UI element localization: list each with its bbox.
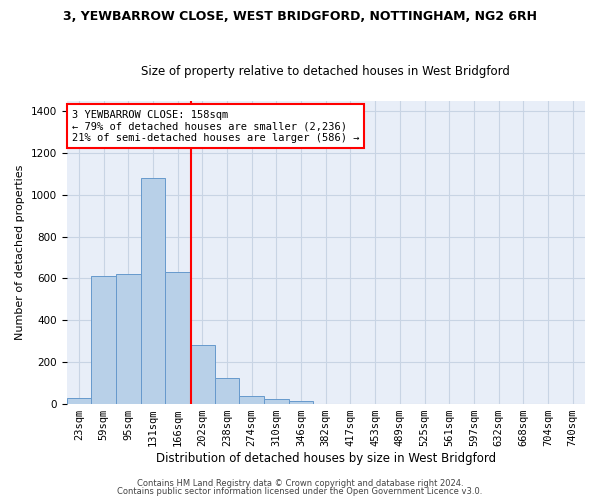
Bar <box>116 274 140 404</box>
Bar <box>67 398 91 404</box>
Title: Size of property relative to detached houses in West Bridgford: Size of property relative to detached ho… <box>142 66 510 78</box>
Bar <box>264 399 289 404</box>
Bar <box>289 401 313 404</box>
Bar <box>91 276 116 404</box>
Text: 3 YEWBARROW CLOSE: 158sqm
← 79% of detached houses are smaller (2,236)
21% of se: 3 YEWBARROW CLOSE: 158sqm ← 79% of detac… <box>72 110 359 143</box>
Bar <box>140 178 165 404</box>
Bar <box>165 272 190 404</box>
Y-axis label: Number of detached properties: Number of detached properties <box>15 164 25 340</box>
Bar <box>215 378 239 404</box>
X-axis label: Distribution of detached houses by size in West Bridgford: Distribution of detached houses by size … <box>156 452 496 465</box>
Text: 3, YEWBARROW CLOSE, WEST BRIDGFORD, NOTTINGHAM, NG2 6RH: 3, YEWBARROW CLOSE, WEST BRIDGFORD, NOTT… <box>63 10 537 23</box>
Bar <box>239 396 264 404</box>
Text: Contains public sector information licensed under the Open Government Licence v3: Contains public sector information licen… <box>118 487 482 496</box>
Bar <box>190 346 215 404</box>
Text: Contains HM Land Registry data © Crown copyright and database right 2024.: Contains HM Land Registry data © Crown c… <box>137 478 463 488</box>
